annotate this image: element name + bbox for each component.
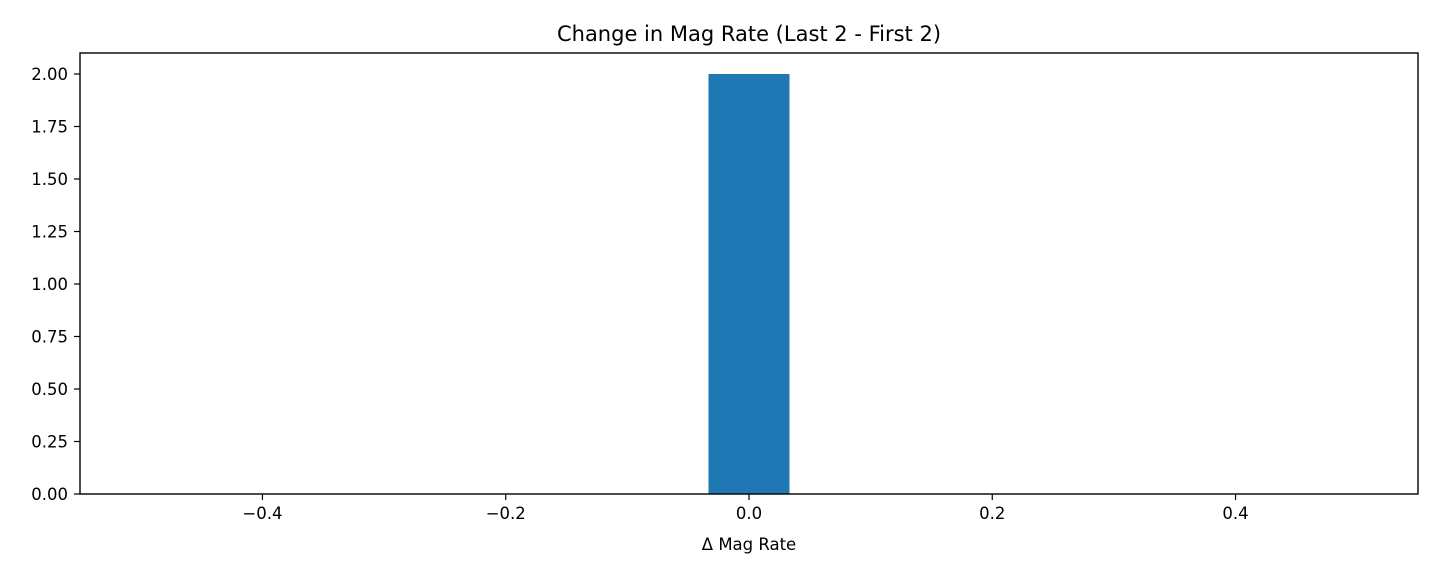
x-tick-label: 0.4 (1222, 504, 1248, 523)
y-axis-ticks: 0.00 0.25 0.50 0.75 1.00 1.25 1.50 1.75 2.00 (31, 65, 80, 504)
x-axis-label: Δ Mag Rate (702, 535, 796, 554)
histogram-bar-0 (708, 74, 790, 494)
x-tick-label: −0.2 (486, 504, 526, 523)
x-tick-label: 0.0 (736, 504, 762, 523)
y-tick-label: 0.75 (31, 328, 68, 347)
y-tick-label: 1.50 (31, 170, 68, 189)
bars-layer (708, 74, 790, 494)
chart-title: Change in Mag Rate (Last 2 - First 2) (557, 22, 941, 46)
y-tick-label: 1.25 (31, 223, 68, 242)
y-tick-label: 1.75 (31, 118, 68, 137)
y-tick-label: 2.00 (31, 65, 68, 84)
y-tick-label: 1.00 (31, 275, 68, 294)
plot-area-frame (79, 52, 1419, 495)
y-tick-label: 0.50 (31, 380, 68, 399)
x-axis-ticks: −0.4 −0.2 0.0 0.2 0.4 (242, 494, 1249, 523)
x-tick-label: 0.2 (979, 504, 1005, 523)
y-tick-label: 0.25 (31, 433, 68, 452)
x-tick-label: −0.4 (242, 504, 282, 523)
y-tick-label: 0.00 (31, 485, 68, 504)
